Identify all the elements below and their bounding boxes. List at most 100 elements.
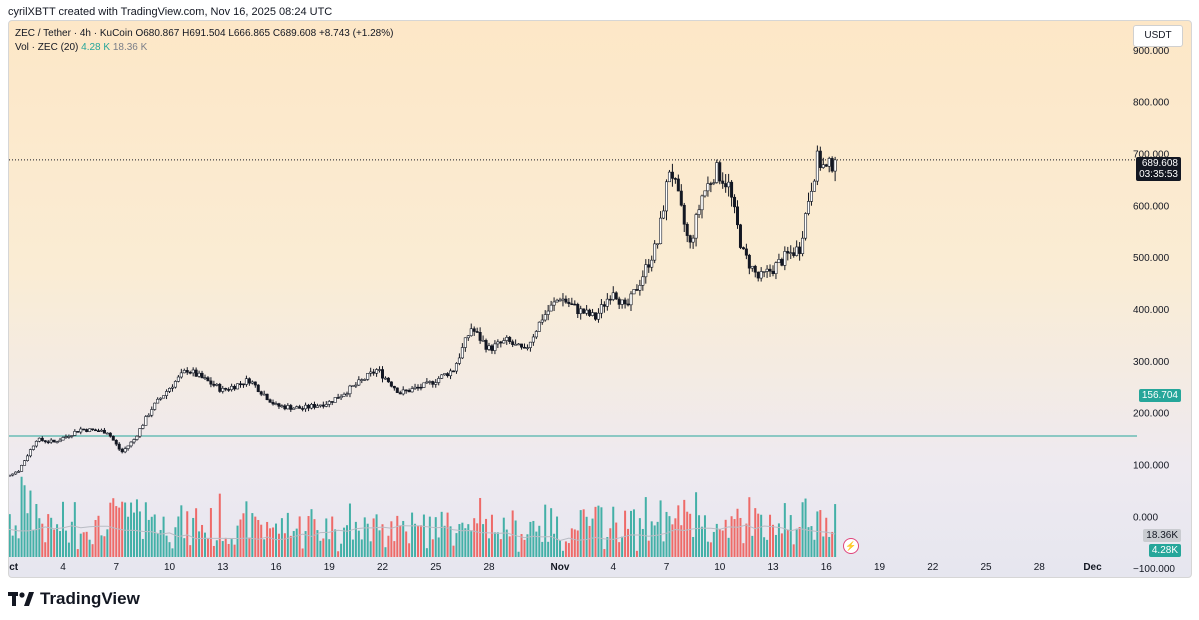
candle-body xyxy=(626,303,630,306)
candle-body xyxy=(274,403,278,405)
volume-bar xyxy=(263,539,266,557)
volume-bar xyxy=(488,538,490,557)
volume-bar xyxy=(772,524,774,557)
volume-bar xyxy=(411,512,414,557)
candle-body xyxy=(827,158,831,167)
candle-body xyxy=(265,393,269,401)
volume-bar xyxy=(422,514,425,557)
candle-body xyxy=(585,309,589,314)
x-tick-label: 7 xyxy=(664,562,670,573)
volume-bar xyxy=(218,493,221,557)
volume-bar xyxy=(183,538,186,557)
x-tick-label: 22 xyxy=(377,562,389,573)
candle-body xyxy=(795,246,799,256)
legend-close: C689.608 xyxy=(272,28,317,39)
volume-bar xyxy=(304,531,307,557)
candle-body xyxy=(250,381,254,384)
candle-body xyxy=(286,405,290,410)
candle-body xyxy=(765,268,769,272)
candle-body xyxy=(315,405,319,408)
candle-body xyxy=(256,384,260,392)
candle-body xyxy=(540,319,544,323)
candle-body xyxy=(82,428,86,431)
volume-bar xyxy=(662,541,665,557)
candle-body xyxy=(531,336,535,343)
candle-body xyxy=(744,248,748,256)
volume-bar xyxy=(82,532,85,557)
volume-bar xyxy=(221,541,224,557)
volume-bar xyxy=(683,499,686,557)
volume-bar xyxy=(505,529,508,557)
candle-body xyxy=(617,298,621,305)
candle-body xyxy=(339,395,343,399)
volume-bar xyxy=(671,524,674,557)
currency-selector-button[interactable]: USDT xyxy=(1133,25,1183,47)
volume-bar xyxy=(88,539,91,557)
volume-bar xyxy=(680,525,683,557)
volume-bar xyxy=(470,531,473,557)
candle-body xyxy=(771,270,775,274)
volume-bar xyxy=(106,529,109,557)
volume-bar xyxy=(245,501,248,557)
candle-body xyxy=(712,182,716,184)
volume-bar xyxy=(363,517,366,557)
volume-bar xyxy=(38,518,41,557)
volume-bar xyxy=(103,536,106,557)
candle-body xyxy=(774,262,778,274)
volume-bar xyxy=(718,529,721,557)
volume-bar xyxy=(529,521,532,557)
candle-body xyxy=(271,402,275,405)
candle-body xyxy=(611,292,615,300)
candle-body xyxy=(759,271,763,279)
candle-body xyxy=(123,448,127,453)
candle-body xyxy=(88,428,92,432)
volume-bar xyxy=(585,516,588,557)
candle-body xyxy=(73,431,77,436)
volume-bar xyxy=(269,528,272,557)
candle-body xyxy=(451,370,455,373)
volume-bar xyxy=(100,535,103,557)
volume-bar xyxy=(180,505,183,557)
candle-body xyxy=(292,407,296,410)
volume-bar xyxy=(638,518,641,557)
volume-bar xyxy=(301,548,304,557)
volume-bar xyxy=(777,523,780,557)
candle-body xyxy=(173,381,177,388)
candle-body xyxy=(170,386,174,389)
candle-body xyxy=(253,381,257,386)
volume-bar xyxy=(493,532,496,557)
candle-body xyxy=(244,378,248,385)
candle-body xyxy=(667,171,671,183)
volume-bar xyxy=(32,530,35,557)
candle-body xyxy=(697,209,701,215)
volume-bar xyxy=(760,514,763,557)
volume-bar xyxy=(242,513,245,557)
lightning-icon[interactable]: ⚡ xyxy=(843,538,859,554)
candle-body xyxy=(511,341,515,345)
last-price-value: 689.608 xyxy=(1141,158,1178,169)
candle-body xyxy=(259,391,263,395)
volume-bar xyxy=(209,508,212,557)
volume-bar xyxy=(520,534,523,557)
candle-body xyxy=(43,440,47,443)
candle-body xyxy=(215,383,219,386)
candle-body xyxy=(818,150,822,168)
volume-bar xyxy=(650,521,653,557)
candle-body xyxy=(638,285,642,291)
volume-bar xyxy=(556,516,559,557)
chart-area[interactable]: 900.000 800.000 700.000 600.000 500.000 400.0… xyxy=(8,20,1192,578)
price-chart[interactable]: 900.000 800.000 700.000 600.000 500.000 400.0… xyxy=(9,21,1191,577)
candle-body xyxy=(688,235,692,243)
volume-bar xyxy=(757,513,760,557)
volume-bar xyxy=(162,516,165,557)
candle-body xyxy=(703,190,707,197)
volume-bar xyxy=(396,515,399,557)
volume-bar xyxy=(754,508,757,557)
candle-body xyxy=(236,383,240,390)
volume-bar xyxy=(20,476,23,557)
candle-body xyxy=(700,195,704,211)
candle-body xyxy=(682,204,686,225)
volume-bar xyxy=(343,527,346,557)
volume-bar xyxy=(50,517,53,557)
x-tick-label: 4 xyxy=(60,562,66,573)
